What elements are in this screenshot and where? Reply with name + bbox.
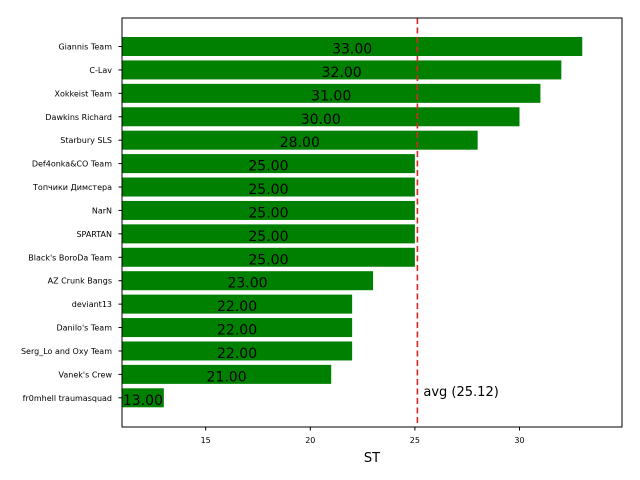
bar — [122, 318, 353, 338]
y-tick-label: Vanek's Crew — [59, 370, 113, 379]
y-tick-labels: Giannis Team C-Lav Xokkeist Team Dawkins Ri… — [21, 43, 122, 403]
bar — [122, 130, 478, 150]
bar — [122, 177, 415, 197]
plot-frame — [121, 17, 623, 428]
bar — [122, 388, 164, 408]
bar — [122, 271, 374, 291]
bar — [122, 364, 332, 384]
x-tick-label: 25 — [410, 436, 420, 445]
x-tick-label: 15 — [201, 436, 211, 445]
bar-value-label: 32.00 — [322, 65, 362, 81]
bar-value-label: 22.00 — [217, 323, 257, 339]
y-tick-label: Xokkeist Team — [55, 89, 113, 98]
y-tick-label: AZ Crunk Bangs — [48, 277, 112, 286]
x-tick-label: 20 — [305, 436, 315, 445]
bar — [122, 200, 415, 220]
bar-value-label: 25.00 — [248, 159, 288, 175]
bar-value-label: 23.00 — [227, 276, 267, 292]
bar — [122, 107, 520, 127]
avg-label: avg (25.12) — [423, 385, 498, 400]
y-tick-label: SPARTAN — [76, 230, 112, 239]
bar — [122, 341, 353, 361]
y-tick-label: Danilo's Team — [56, 324, 112, 333]
x-ticks: 15 20 25 30 — [201, 427, 525, 445]
y-tick-label: Serg_Lo and Oxy Team — [21, 347, 112, 356]
y-tick-label: Def4onka&CO Team — [32, 160, 112, 169]
bar-value-label: 22.00 — [217, 299, 257, 315]
bar-value-label: 28.00 — [280, 135, 320, 151]
y-tick-label: C-Lav — [89, 66, 112, 75]
y-tick-label: Топчики Димстера — [32, 183, 112, 192]
bar-value-label: 21.00 — [207, 369, 247, 385]
y-tick-label: Giannis Team — [58, 43, 112, 52]
bar-value-label: 25.00 — [248, 229, 288, 245]
bar-value-label: 25.00 — [248, 205, 288, 221]
y-tick-label: fr0mhell traumasquad — [23, 394, 112, 403]
bar-value-label: 13.00 — [123, 393, 163, 409]
bar — [122, 247, 415, 267]
bar — [122, 294, 353, 314]
bars: 33.00 32.00 31.00 30.00 28.00 25.00 25.00 25.00… — [122, 37, 583, 409]
x-axis-label: ST — [364, 451, 380, 466]
y-tick-label: Starbury SLS — [60, 136, 112, 145]
bar — [122, 154, 415, 174]
bar-value-label: 25.00 — [248, 182, 288, 198]
bar-value-label: 30.00 — [301, 112, 341, 128]
y-tick-label: Black's BoroDa Team — [28, 253, 112, 262]
y-tick-label: NarN — [92, 206, 112, 215]
bar — [122, 60, 562, 80]
bar — [122, 37, 583, 56]
y-tick-label: deviant13 — [72, 300, 112, 309]
x-tick-label: 30 — [514, 436, 524, 445]
bar — [122, 83, 541, 103]
bar-value-label: 33.00 — [332, 42, 372, 58]
bar-value-label: 25.00 — [248, 252, 288, 268]
bar-value-label: 22.00 — [217, 346, 257, 362]
bar — [122, 224, 415, 244]
reference-line-group: avg (25.12) — [416, 18, 499, 427]
bar-value-label: 31.00 — [311, 88, 351, 104]
y-tick-label: Dawkins Richard — [45, 113, 112, 122]
